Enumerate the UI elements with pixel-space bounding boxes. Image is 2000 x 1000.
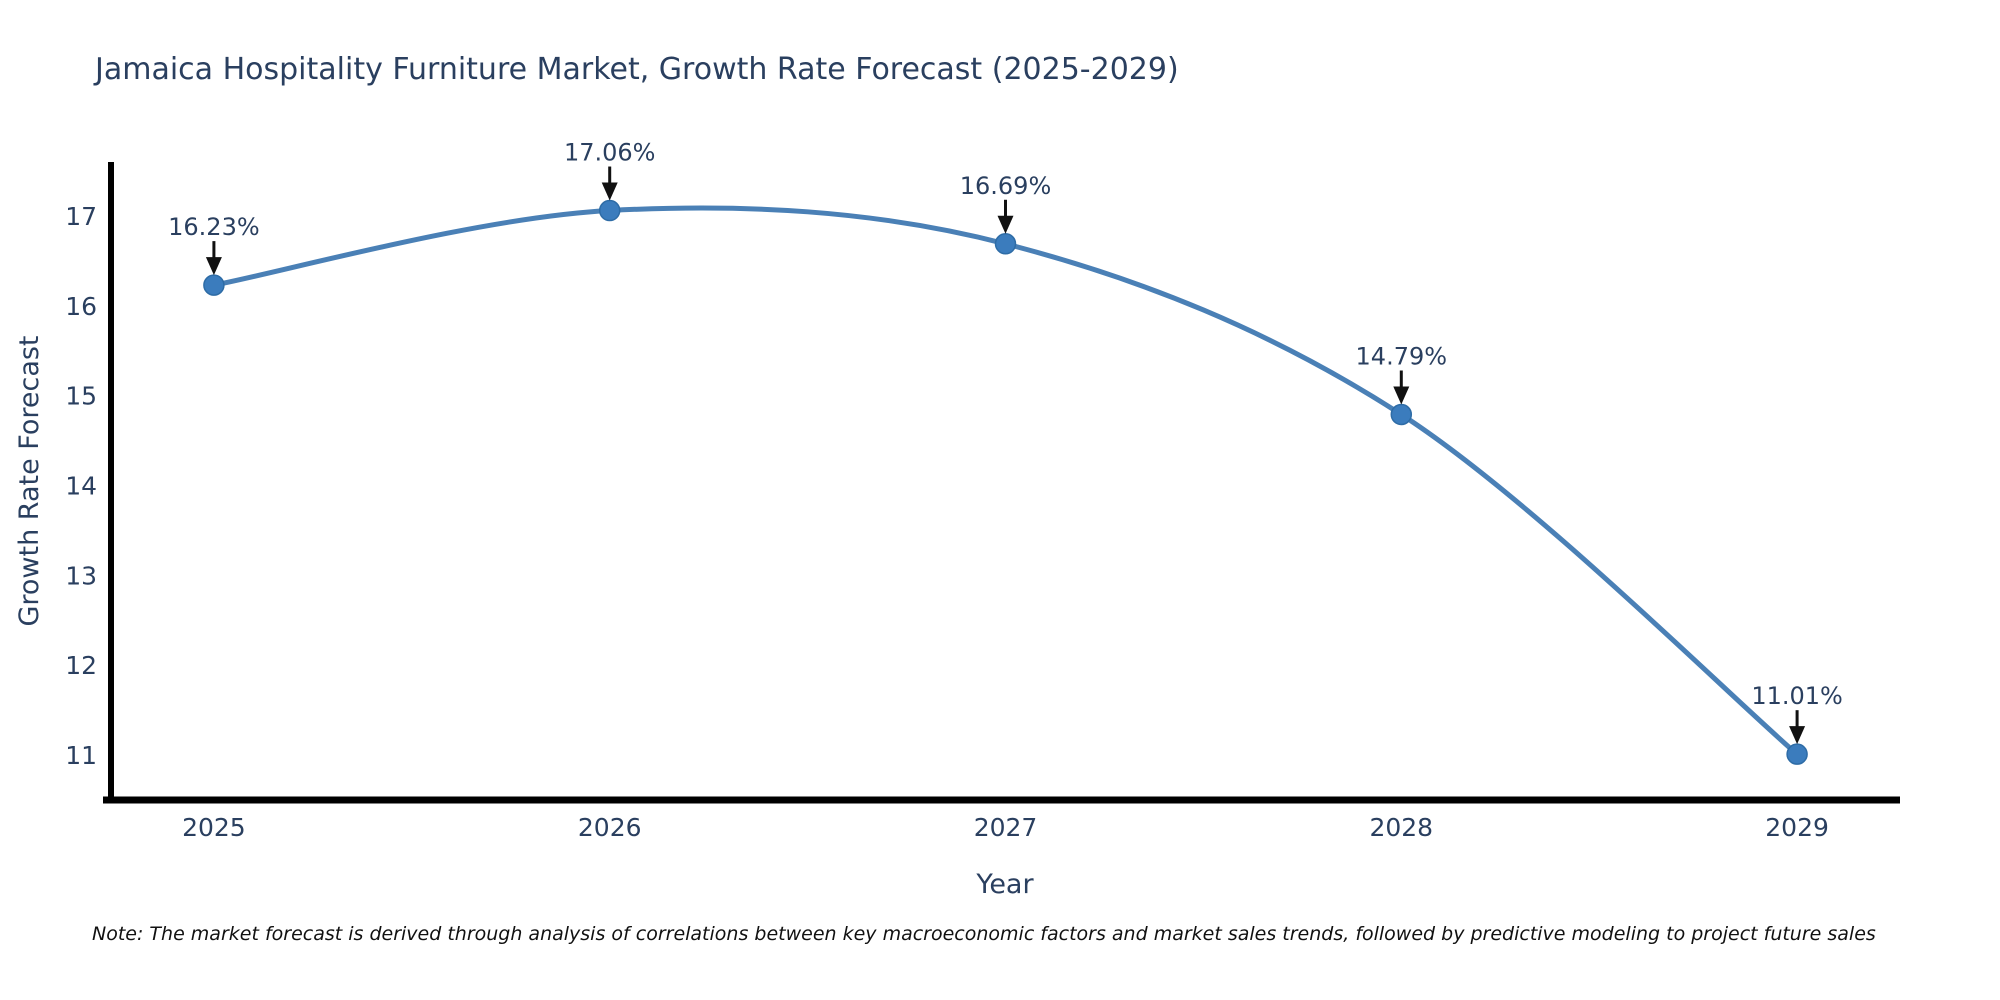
- data-point-2026[interactable]: [598, 199, 621, 222]
- y-tick-label-12: 12: [65, 651, 97, 680]
- y-tick-label-14: 14: [65, 471, 97, 500]
- annotation-label-2029: 11.01%: [1751, 682, 1843, 710]
- y-tick-label-15: 15: [65, 382, 97, 411]
- annotation-arrowhead-2028: [1393, 386, 1410, 405]
- plot-area: 11 12 13 14 15 16 17 2025 2026 2027 2028 2029 16.23%…: [65, 139, 1900, 842]
- x-tick-label-2027: 2027: [974, 813, 1038, 842]
- x-tick-label-2028: 2028: [1369, 813, 1433, 842]
- forecast-line: [211, 205, 1800, 757]
- annotation-label-2028: 14.79%: [1356, 343, 1448, 371]
- chart-title: Jamaica Hospitality Furniture Market, Gr…: [93, 52, 1179, 87]
- annotation-label-2025: 16.23%: [168, 213, 260, 241]
- data-point-2029[interactable]: [1786, 743, 1808, 765]
- x-tick-label-2026: 2026: [578, 813, 642, 842]
- data-point-2027[interactable]: [994, 233, 1017, 255]
- x-axis-title: Year: [975, 869, 1034, 900]
- footnote: Note: The market forecast is derived thr…: [92, 923, 1876, 945]
- y-tick-label-11: 11: [65, 741, 97, 770]
- y-axis-title: Growth Rate Forecast: [14, 335, 45, 626]
- annotation-arrowhead-2029: [1789, 726, 1806, 745]
- data-point-2028[interactable]: [1390, 403, 1413, 426]
- x-tick-label-2029: 2029: [1765, 813, 1829, 842]
- annotation-label-2027: 16.69%: [960, 172, 1052, 200]
- annotation-arrowhead-2027: [997, 215, 1014, 234]
- annotation-arrowhead-2025: [205, 257, 222, 276]
- data-point-2025[interactable]: [203, 274, 225, 296]
- y-tick-label-17: 17: [65, 202, 97, 231]
- x-tick-label-2025: 2025: [182, 813, 246, 842]
- y-tick-label-13: 13: [65, 561, 97, 590]
- annotation-arrowhead-2026: [601, 182, 618, 201]
- annotation-label-2026: 17.06%: [564, 139, 656, 167]
- y-tick-label-16: 16: [65, 292, 97, 321]
